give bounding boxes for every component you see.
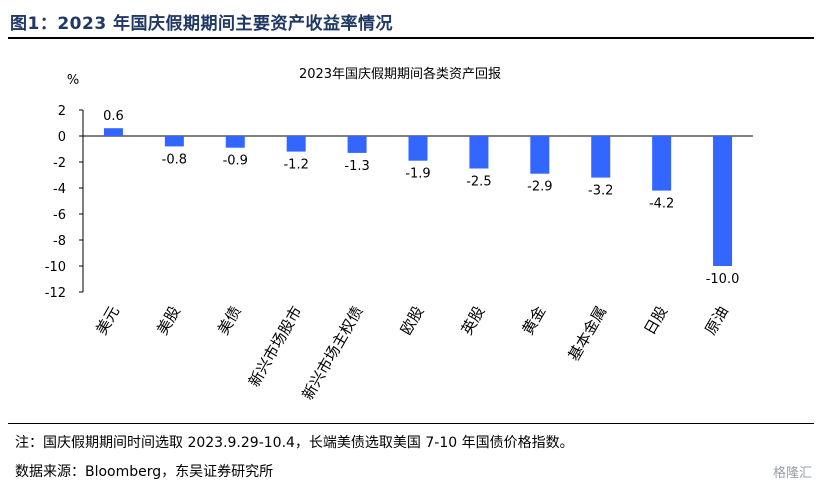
data-label: -3.2 xyxy=(588,184,613,199)
y-tick-label: -12 xyxy=(45,286,66,301)
bar xyxy=(347,136,367,153)
bar xyxy=(225,136,245,148)
bottom-divider xyxy=(8,423,814,424)
data-label: -4.2 xyxy=(649,197,674,212)
bar-series xyxy=(103,128,733,266)
data-label: -1.3 xyxy=(344,159,369,174)
data-label: -2.9 xyxy=(527,180,552,195)
category-label: 美元 xyxy=(92,303,123,338)
top-divider xyxy=(8,37,814,39)
data-label: -0.8 xyxy=(162,152,187,167)
data-labels: 0.6 -0.8 -0.9 -1.2 -1.3 -1.9 -2.5 -2.9 -3.2 -4.2 -… xyxy=(103,109,739,287)
bar xyxy=(164,136,184,147)
category-label: 新兴市场股市 xyxy=(245,303,306,390)
category-label: 英股 xyxy=(458,303,489,338)
data-label: -1.9 xyxy=(405,167,430,182)
footnote: 注：国庆假期期间时间选取 2023.9.29-10.4，长端美债选取美国 7-1… xyxy=(15,435,574,451)
bar xyxy=(530,136,550,174)
bar xyxy=(652,136,672,191)
chart-title: 2023年国庆假期期间各类资产回报 xyxy=(299,66,501,82)
bar-chart: 2023年国庆假期期间各类资产回报 % 2 0 -2 -4 -6 -8 -10 -12 0.6… xyxy=(45,66,753,403)
data-label: -1.2 xyxy=(283,158,308,173)
bar xyxy=(469,136,489,169)
y-tick-label: -10 xyxy=(45,260,66,275)
data-label: -2.5 xyxy=(466,175,491,190)
category-label: 日股 xyxy=(641,303,672,338)
data-source: 数据来源：Bloomberg，东吴证券研究所 xyxy=(15,464,274,480)
y-tick-label: -6 xyxy=(53,208,66,223)
y-axis: 2 0 -2 -4 -6 -8 -10 -12 xyxy=(45,104,84,301)
category-label: 欧股 xyxy=(397,303,428,338)
y-axis-unit-label: % xyxy=(67,73,79,88)
y-tick-label: 0 xyxy=(58,130,66,145)
bar xyxy=(408,136,428,161)
watermark-logo: 格隆汇 xyxy=(772,466,812,481)
bar xyxy=(713,136,733,266)
data-label: 0.6 xyxy=(103,109,124,124)
y-tick-label: -4 xyxy=(53,182,66,197)
category-label: 黄金 xyxy=(519,303,550,338)
y-tick-label: -2 xyxy=(53,156,66,171)
figure-title: 图1：2023 年国庆假期期间主要资产收益率情况 xyxy=(10,14,394,34)
bar xyxy=(591,136,611,178)
category-label: 基本金属 xyxy=(565,303,611,364)
bar xyxy=(286,136,306,152)
category-label: 美债 xyxy=(214,303,245,338)
category-label: 美股 xyxy=(153,303,184,338)
y-tick-label: -8 xyxy=(53,234,66,249)
category-label: 新兴市场主权债 xyxy=(298,303,366,403)
data-label: -0.9 xyxy=(223,154,248,169)
category-label: 原油 xyxy=(701,303,732,338)
bar xyxy=(103,128,123,136)
data-label: -10.0 xyxy=(706,272,740,287)
y-tick-label: 2 xyxy=(58,104,66,119)
